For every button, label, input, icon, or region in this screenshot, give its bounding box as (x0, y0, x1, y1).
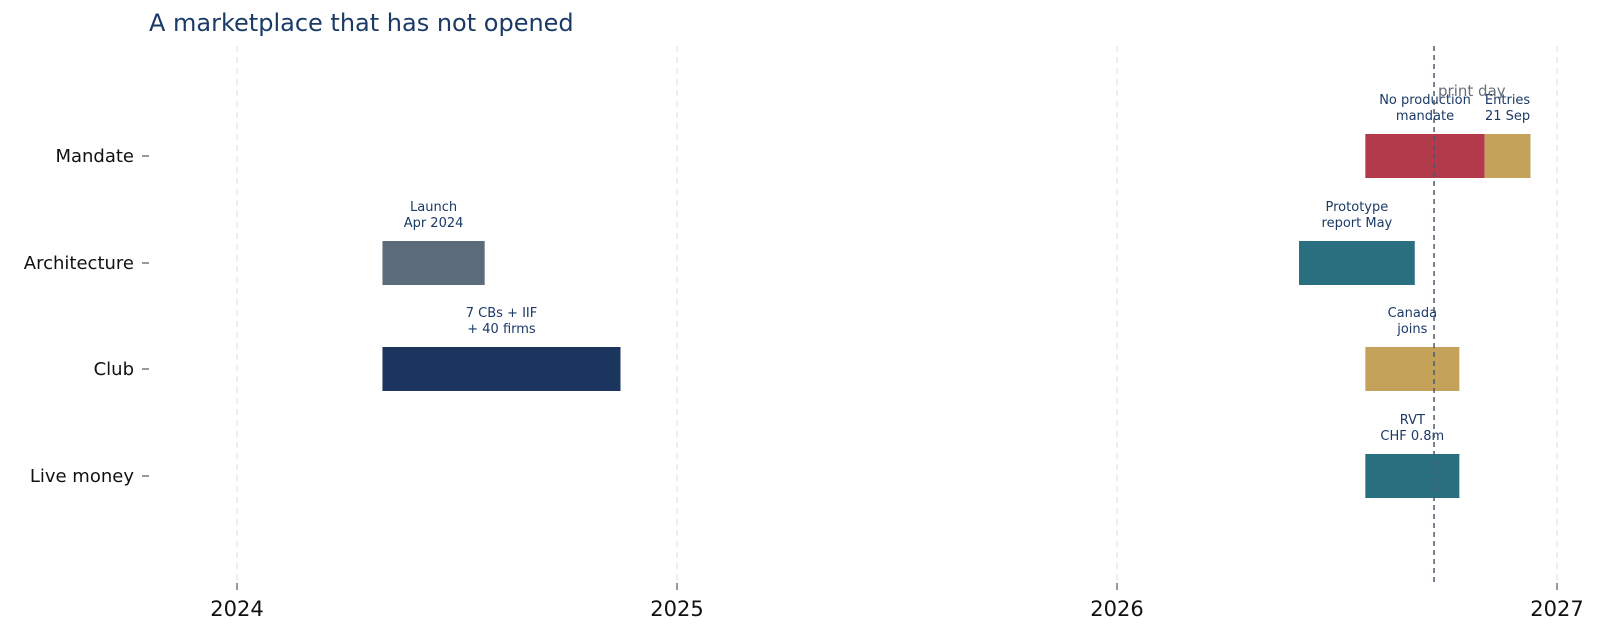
x-tick-label: 2026 (1090, 597, 1143, 621)
timeline-bar (1365, 347, 1460, 391)
timeline-bar (382, 241, 485, 285)
bar-annotation: Entries (1485, 93, 1531, 108)
category-label: Architecture (24, 253, 134, 274)
bar-annotation: No production (1379, 93, 1471, 108)
timeline-bar (1365, 454, 1460, 498)
print-day-label: print day (1438, 82, 1506, 100)
bar-annotation: 21 Sep (1485, 109, 1530, 124)
timeline-bar (1365, 134, 1485, 178)
category-label: Club (94, 359, 134, 380)
bar-annotation: Apr 2024 (404, 216, 464, 231)
chart-title: A marketplace that has not opened (149, 9, 574, 37)
bar-annotation: 7 CBs + IIF (466, 306, 537, 321)
bar-annotation: Canada (1388, 306, 1437, 321)
timeline-bar (1484, 134, 1531, 178)
timeline-bar (1299, 241, 1415, 285)
bar-annotation: RVT (1400, 413, 1425, 428)
category-label: Live money (30, 466, 135, 487)
bar-annotation: Prototype (1326, 200, 1389, 215)
bar-annotation: mandate (1396, 109, 1454, 124)
bar-annotation: + 40 firms (467, 322, 536, 337)
bar-annotation: joins (1396, 322, 1427, 337)
x-tick-label: 2025 (650, 597, 703, 621)
x-tick-label: 2024 (210, 597, 263, 621)
timeline-bar (382, 347, 621, 391)
bar-annotation: CHF 0.8m (1380, 429, 1444, 444)
bar-annotation: Launch (410, 200, 457, 215)
bar-annotation: report May (1322, 216, 1393, 231)
category-label: Mandate (55, 146, 134, 167)
x-tick-label: 2027 (1530, 597, 1583, 621)
